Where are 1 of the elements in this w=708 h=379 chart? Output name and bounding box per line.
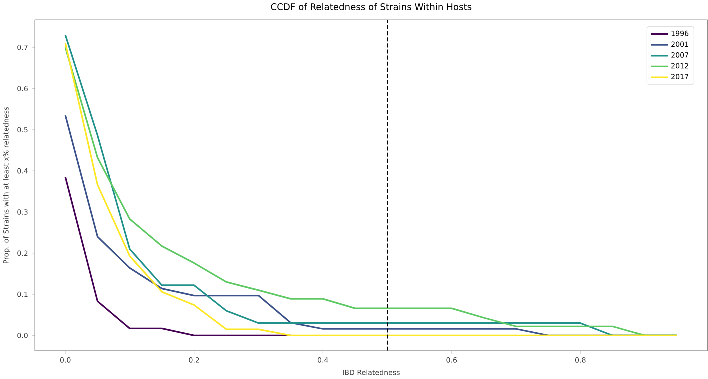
chart-title: CCDF of Relatedness of Strains Within Hosts: [271, 4, 472, 11]
